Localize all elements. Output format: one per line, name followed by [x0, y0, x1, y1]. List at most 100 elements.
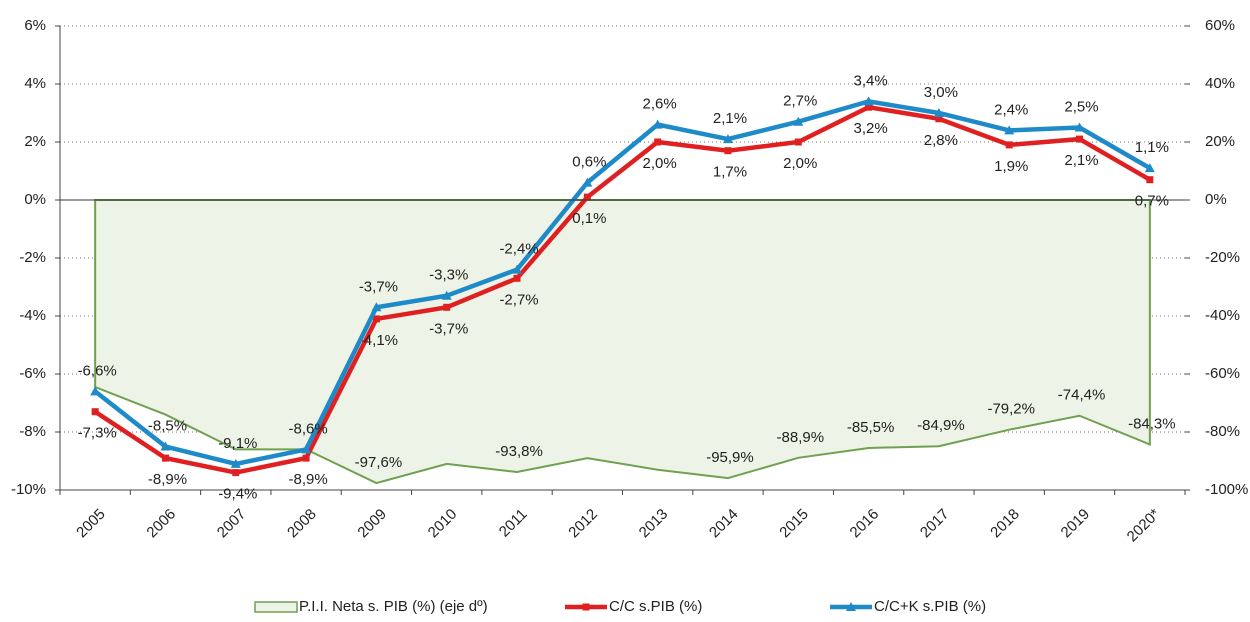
marker: [582, 177, 593, 187]
y2-tick-label: 0%: [1205, 191, 1227, 208]
marker: [1146, 176, 1154, 184]
data-label: -95,9%: [706, 449, 754, 466]
data-label: -9,1%: [218, 435, 257, 452]
data-label: 2,1%: [1064, 152, 1098, 169]
data-label: 2,0%: [643, 155, 677, 172]
data-label: -8,6%: [289, 420, 328, 437]
marker: [302, 454, 310, 462]
marker: [441, 290, 452, 300]
y-tick-label: 4%: [24, 75, 46, 92]
marker: [160, 441, 171, 451]
legend-label: C/C+K s.PIB (%): [874, 598, 986, 615]
data-label: -84,9%: [917, 417, 965, 434]
y2-tick-label: 40%: [1205, 75, 1235, 92]
x-tick-label: 2014: [706, 506, 742, 542]
data-label: -97,6%: [355, 454, 403, 471]
marker: [230, 458, 241, 468]
marker: [935, 115, 943, 123]
y2-tick-label: -60%: [1205, 365, 1240, 382]
data-label: -8,5%: [148, 417, 187, 434]
marker: [863, 96, 874, 106]
x-tick-label: 2017: [917, 506, 953, 542]
data-label: 3,4%: [853, 72, 887, 89]
y2-tick-label: -100%: [1205, 481, 1248, 498]
data-label: 1,9%: [994, 158, 1028, 175]
y2-tick-label: 60%: [1205, 17, 1235, 34]
data-label: -3,7%: [359, 278, 398, 295]
x-tick-label: 2007: [214, 506, 250, 542]
data-label: -3,3%: [429, 267, 468, 284]
x-tick-label: 2018: [987, 506, 1023, 542]
legend-swatch: [254, 601, 298, 613]
x-tick-label: 2008: [284, 506, 320, 542]
legend-label: C/C s.PIB (%): [609, 598, 702, 615]
x-tick-label: 2015: [776, 506, 812, 542]
data-label: -84,3%: [1128, 415, 1176, 432]
marker: [654, 138, 662, 146]
data-label: 2,4%: [994, 101, 1028, 118]
y-tick-label: 0%: [24, 191, 46, 208]
marker: [1005, 141, 1013, 149]
data-label: 0,6%: [572, 154, 606, 171]
line: [93, 104, 1151, 475]
marker: [794, 138, 802, 146]
legend-label: P.I.I. Neta s. PIB (%) (eje dº): [299, 598, 488, 615]
y-tick-label: -8%: [19, 423, 46, 440]
data-label: -3,7%: [429, 320, 468, 337]
y2-tick-label: -80%: [1205, 423, 1240, 440]
marker: [301, 444, 312, 454]
x-tick-label: 2013: [636, 506, 672, 542]
legend-marker: [582, 603, 590, 611]
data-label: 2,7%: [783, 93, 817, 110]
data-label: -2,4%: [499, 241, 538, 258]
x-tick-label: 2019: [1058, 506, 1094, 542]
data-label: -85,5%: [847, 419, 895, 436]
y-tick-label: -4%: [19, 307, 46, 324]
data-label: -74,4%: [1058, 387, 1106, 404]
marker: [1074, 122, 1085, 132]
data-label: 3,0%: [924, 84, 958, 101]
marker: [90, 386, 101, 396]
x-tick-label: 2012: [565, 506, 601, 542]
data-label: 1,1%: [1135, 139, 1169, 156]
marker: [652, 119, 663, 129]
marker: [1144, 163, 1155, 173]
marker: [371, 302, 382, 312]
marker: [865, 103, 873, 111]
y-tick-label: -2%: [19, 249, 46, 266]
data-label: 2,1%: [713, 110, 747, 127]
marker: [1004, 125, 1015, 135]
data-label: 2,5%: [1064, 98, 1098, 115]
data-label: -8,9%: [289, 471, 328, 488]
data-label: -88,9%: [777, 429, 825, 446]
data-label: -7,3%: [78, 425, 117, 442]
marker: [91, 408, 99, 416]
marker: [372, 315, 380, 323]
x-tick-label: 2011: [496, 506, 531, 541]
data-label: -4,1%: [359, 332, 398, 349]
data-label: -6,6%: [78, 362, 117, 379]
x-tick-label: 2009: [354, 506, 390, 542]
area: [94, 199, 1151, 485]
marker: [443, 303, 451, 311]
marker: [724, 147, 732, 155]
legend-marker: [846, 602, 856, 611]
x-tick-label: 2006: [143, 506, 179, 542]
line: [93, 99, 1151, 467]
y2-tick-label: -40%: [1205, 307, 1240, 324]
marker: [583, 193, 591, 201]
data-label: -93,8%: [495, 443, 543, 460]
x-tick-label: 2016: [847, 506, 883, 542]
data-label: -79,2%: [987, 401, 1035, 418]
marker: [513, 274, 521, 282]
data-label: -9,4%: [218, 486, 257, 503]
marker: [793, 116, 804, 126]
x-tick-label: 2020*: [1124, 506, 1164, 546]
data-label: 2,8%: [924, 132, 958, 149]
marker: [512, 264, 523, 274]
y2-tick-label: -20%: [1205, 249, 1240, 266]
y-tick-label: 2%: [24, 133, 46, 150]
data-label: 1,7%: [713, 164, 747, 181]
data-label: -2,7%: [499, 291, 538, 308]
